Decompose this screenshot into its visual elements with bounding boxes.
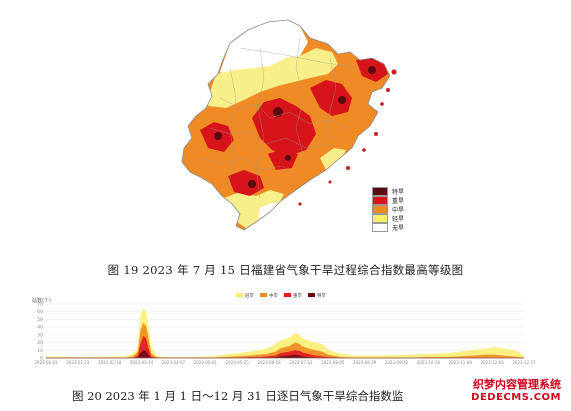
- map-extreme-spot-1: [273, 107, 283, 117]
- chart-legend-label: 特旱: [317, 292, 326, 299]
- county-borders: [199, 37, 361, 199]
- chart-x-tick-label: 2023-02-18: [98, 360, 122, 365]
- map-light-zone-south: [224, 190, 284, 228]
- chart-x-tick-label: 2023-09-22: [385, 360, 409, 365]
- chart-y-tick-label: 50: [37, 317, 43, 323]
- figure19-caption: 图 19 2023 年 7 月 15 日福建省气象干旱过程综合指数最高等级图: [107, 263, 464, 277]
- map-extreme-spot-2: [338, 96, 346, 104]
- chart-x-tick-label: 2023-08-29: [353, 360, 377, 365]
- map-legend-label: 重旱: [392, 198, 405, 205]
- figure20-caption: 图 20 2023 年 1 月 1 日～12 月 31 日逐日气象干旱综合指数监: [72, 389, 404, 403]
- chart-legend-swatch: [236, 293, 243, 297]
- chart-legend-label: 轻旱: [245, 292, 254, 299]
- map-severe-zone-mid: [268, 148, 298, 170]
- map-legend-swatch: [372, 223, 388, 232]
- map-legend-swatch: [372, 187, 388, 196]
- chart-x-tick-label: 2023-01-23: [66, 360, 90, 365]
- watermark-line2: DEDECMS.COM: [471, 392, 561, 403]
- watermark: 织梦内容管理系统 DEDECMS.COM: [471, 376, 561, 403]
- map-extreme-spot-3: [214, 132, 222, 140]
- map-legend-item: 轻旱: [372, 214, 404, 223]
- map-extreme-spot-5: [368, 66, 376, 74]
- drought-level-map: [181, 19, 397, 231]
- map-legend: 特旱重旱中旱轻旱无旱: [372, 187, 432, 233]
- map-legend-label: 特旱: [392, 189, 405, 196]
- chart-x-tick-label: 2023-06-18: [257, 360, 281, 365]
- chart-x-tick-label: 2023-12-03: [481, 360, 505, 365]
- map-legend-item: 中旱: [372, 205, 404, 214]
- map-legend-label: 无旱: [392, 225, 405, 232]
- map-severe-zone-ne: [310, 80, 352, 116]
- map-light-zone-north: [208, 48, 338, 108]
- chart-y-tick-label: 0: [40, 356, 43, 362]
- map-none-zone: [220, 20, 308, 80]
- chart-x-tick-label: 2023-10-16: [417, 360, 441, 365]
- chart-y-tick-label: 70: [37, 302, 43, 308]
- watermark-line1: 织梦内容管理系统: [473, 378, 561, 391]
- map-severe-zone-sw: [228, 170, 264, 196]
- map-legend-label: 轻旱: [392, 216, 405, 223]
- chart-x-tick-label: 2023-01-01: [34, 360, 58, 365]
- chart-y-tick-label: 10: [37, 348, 43, 354]
- map-legend-item: 特旱: [372, 187, 404, 196]
- map-extreme-spot-4: [248, 180, 256, 188]
- province-outline: [181, 19, 391, 231]
- chart-legend-swatch: [284, 293, 291, 297]
- chart-x-tick-label: 2023-04-07: [162, 360, 186, 365]
- map-legend-swatch: [372, 196, 388, 205]
- map-legend-swatch: [372, 214, 388, 223]
- chart-legend-swatch: [260, 293, 267, 297]
- chart-x-tick-label: 2023-05-01: [194, 360, 218, 365]
- chart-legend-swatch: [308, 293, 315, 297]
- chart-x-tick-label: 2023-05-25: [226, 360, 250, 365]
- chart-areas: [45, 308, 525, 359]
- chart-legend-label: 中旱: [269, 292, 278, 299]
- chart-y-tick-label: 40: [37, 325, 43, 331]
- chart-x-tick-label: 2023-03-14: [130, 360, 154, 365]
- map-light-zone-coast: [320, 148, 346, 170]
- coastal-islands: [298, 69, 397, 206]
- chart-x-tick-label: 2023-08-05: [321, 360, 345, 365]
- chart-x-ticks: 2023-01-01 2023-01-23 2023-02-18 2023-03-14…: [34, 357, 536, 365]
- map-legend-item: 无旱: [372, 223, 404, 232]
- chart-legend: 轻旱 中旱 重旱 特旱: [236, 292, 326, 299]
- chart-ylabel: 站数(个): [32, 297, 51, 304]
- chart-y-tick-label: 30: [37, 332, 43, 338]
- map-legend-swatch: [372, 205, 388, 214]
- map-legend-item: 重旱: [372, 196, 404, 205]
- chart-y-tick-label: 20: [37, 340, 43, 346]
- chart-x-tick-label: 2023-07-12: [289, 360, 313, 365]
- chart-legend-label: 重旱: [293, 292, 302, 299]
- chart-x-tick-label: 2023-11-09: [449, 360, 473, 365]
- chart-x-tick-label: 2023-12-27: [512, 360, 536, 365]
- map-legend-label: 中旱: [392, 207, 405, 214]
- chart-y-tick-label: 60: [37, 309, 43, 315]
- map-extreme-spot-6: [285, 155, 291, 161]
